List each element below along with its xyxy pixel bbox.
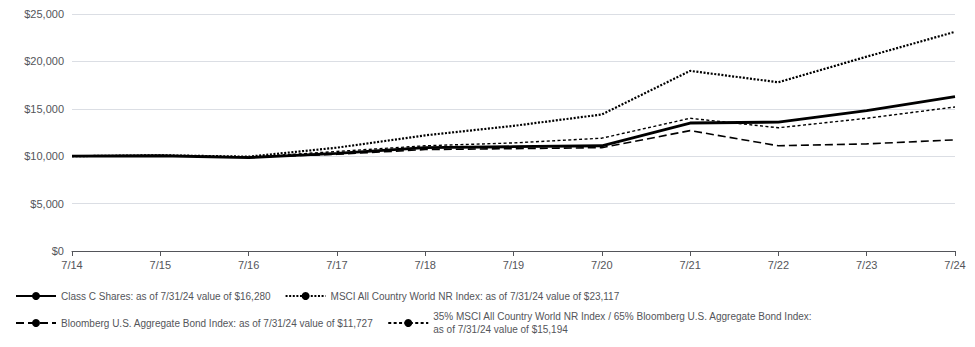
svg-text:$25,000: $25,000 — [24, 8, 64, 20]
svg-text:7/17: 7/17 — [326, 259, 347, 271]
svg-text:$5,000: $5,000 — [30, 198, 64, 210]
svg-text:7/14: 7/14 — [61, 259, 82, 271]
svg-text:7/18: 7/18 — [414, 259, 435, 271]
svg-text:7/15: 7/15 — [150, 259, 171, 271]
svg-text:Class C Shares: as of 7/31/24: Class C Shares: as of 7/31/24 value of $… — [61, 291, 271, 302]
svg-text:Bloomberg U.S. Aggregate Bond: Bloomberg U.S. Aggregate Bond Index: as … — [61, 318, 373, 329]
svg-text:$0: $0 — [52, 245, 64, 257]
svg-text:7/19: 7/19 — [503, 259, 524, 271]
svg-text:35% MSCI All Country World NR: 35% MSCI All Country World NR Index / 65… — [433, 311, 811, 322]
svg-text:7/24: 7/24 — [944, 259, 965, 271]
svg-text:7/20: 7/20 — [591, 259, 612, 271]
svg-text:7/21: 7/21 — [679, 259, 700, 271]
svg-text:$20,000: $20,000 — [24, 55, 64, 67]
svg-text:$10,000: $10,000 — [24, 150, 64, 162]
svg-text:7/22: 7/22 — [768, 259, 789, 271]
svg-text:MSCI All Country World NR Inde: MSCI All Country World NR Index: as of 7… — [331, 291, 620, 302]
svg-text:7/16: 7/16 — [238, 259, 259, 271]
svg-text:$15,000: $15,000 — [24, 103, 64, 115]
svg-text:as of 7/31/24 value of $15,194: as of 7/31/24 value of $15,194 — [433, 324, 568, 335]
svg-text:7/23: 7/23 — [856, 259, 877, 271]
